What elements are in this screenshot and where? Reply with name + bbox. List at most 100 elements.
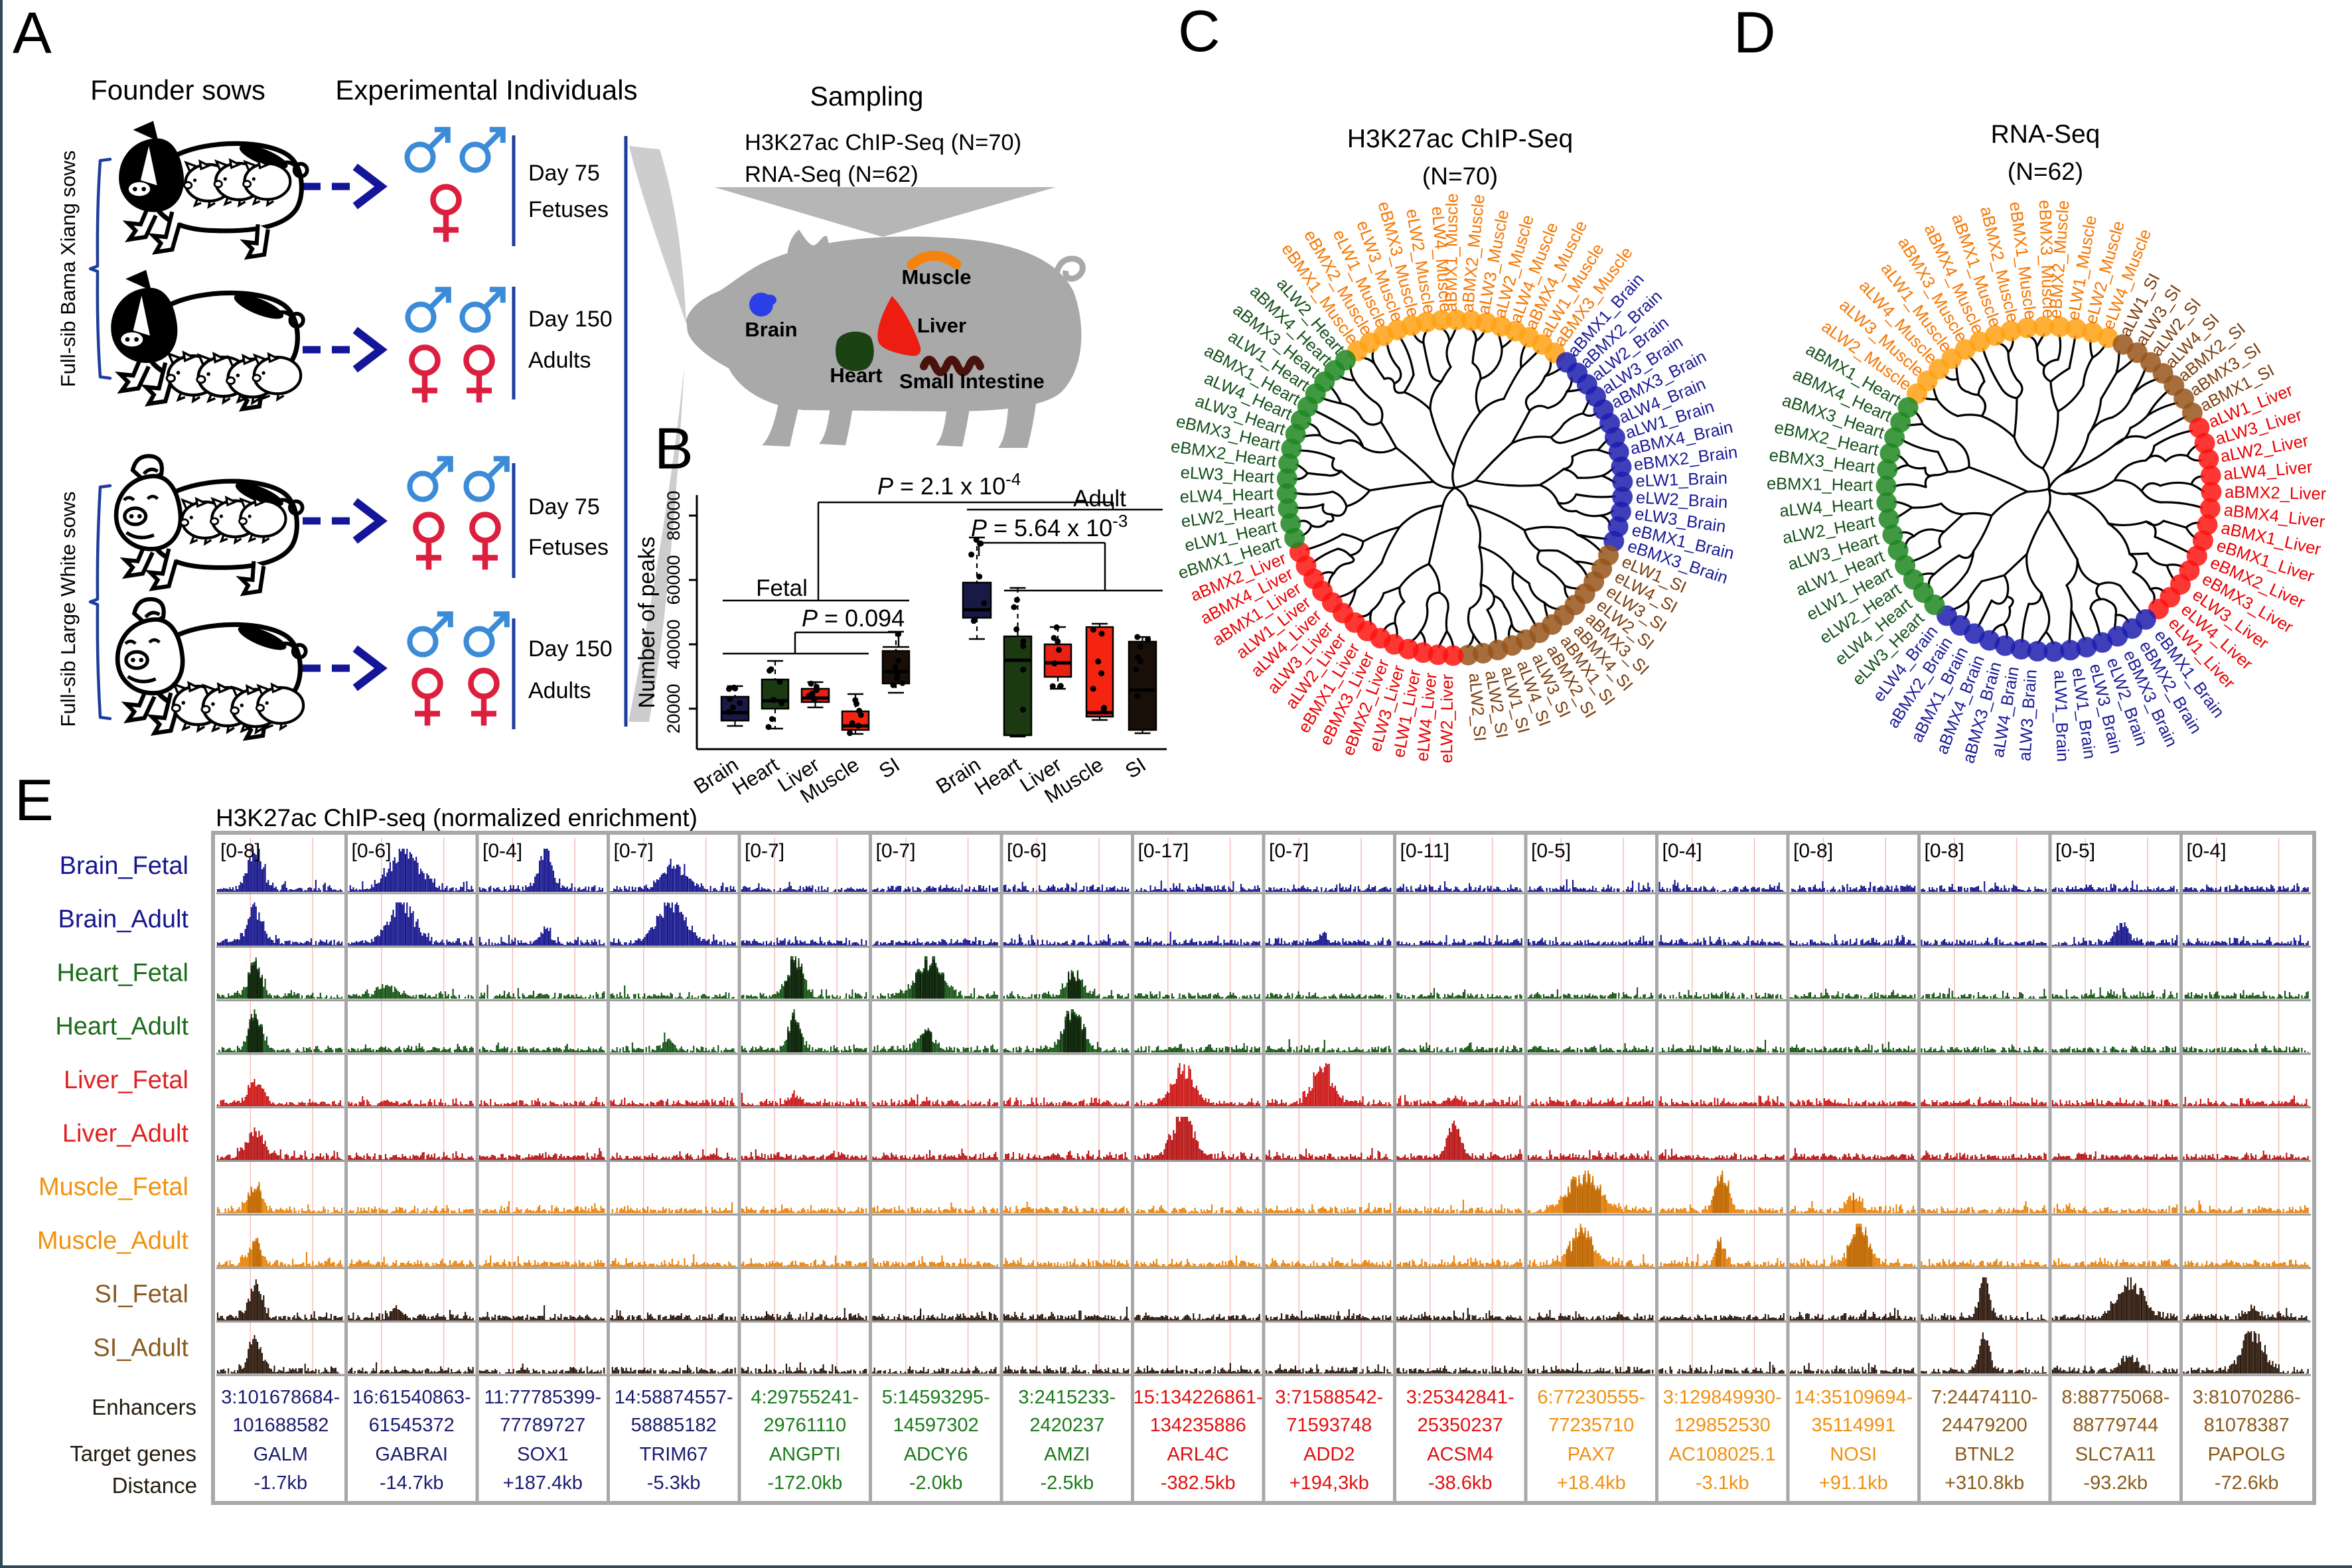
svg-text:Full-sib Large White sows: Full-sib Large White sows	[56, 492, 80, 727]
svg-text:-172.0kb: -172.0kb	[767, 1472, 842, 1494]
svg-text:[0-4]: [0-4]	[1662, 840, 1702, 862]
svg-text:ADD2: ADD2	[1303, 1444, 1355, 1465]
svg-text:[0-4]: [0-4]	[2187, 840, 2227, 862]
svg-text:ANGPTI: ANGPTI	[769, 1444, 841, 1465]
svg-text:[0-6]: [0-6]	[352, 840, 392, 862]
svg-text:60000: 60000	[664, 555, 684, 605]
svg-text:[0-7]: [0-7]	[876, 840, 916, 862]
svg-text:eLW2_Liver: eLW2_Liver	[1437, 674, 1457, 763]
svg-text:(N=62): (N=62)	[2008, 158, 2083, 185]
svg-text:-93.2kb: -93.2kb	[2083, 1472, 2148, 1494]
svg-text:Heart_Adult: Heart_Adult	[55, 1013, 188, 1040]
svg-text:3:25342841-: 3:25342841-	[1406, 1387, 1514, 1408]
svg-text:Muscle: Muscle	[901, 265, 971, 289]
svg-text:aLW1_Brain: aLW1_Brain	[2051, 670, 2072, 762]
svg-text:+18.4kb: +18.4kb	[1557, 1472, 1626, 1494]
svg-text:GABRAI: GABRAI	[375, 1444, 448, 1465]
svg-text:80000: 80000	[664, 490, 684, 540]
svg-text:[0-8]: [0-8]	[1793, 840, 1833, 862]
svg-text:-38.6kb: -38.6kb	[1428, 1472, 1493, 1494]
svg-text:3:2415233-: 3:2415233-	[1018, 1387, 1116, 1408]
svg-text:61545372: 61545372	[369, 1415, 455, 1436]
svg-text:+91.1kb: +91.1kb	[1819, 1472, 1888, 1494]
svg-text:P = 2.1 x 10-4: P = 2.1 x 10-4	[877, 469, 1021, 500]
svg-text:Day 150: Day 150	[528, 307, 613, 332]
svg-text:Founder sows: Founder sows	[90, 74, 265, 106]
svg-text:[0-4]: [0-4]	[482, 840, 522, 862]
svg-text:2420237: 2420237	[1029, 1415, 1104, 1436]
svg-text:[0-8]: [0-8]	[220, 840, 260, 862]
svg-text:eLW4_Heart: eLW4_Heart	[1179, 485, 1274, 507]
svg-text:GALM: GALM	[254, 1444, 308, 1465]
svg-text:-1.7kb: -1.7kb	[254, 1472, 307, 1494]
svg-text:ARL4C: ARL4C	[1167, 1444, 1229, 1465]
svg-text:15:134226861-: 15:134226861-	[1134, 1387, 1263, 1408]
svg-text:[0-17]: [0-17]	[1138, 840, 1189, 862]
svg-text:P = 5.64 x 10-3: P = 5.64 x 10-3	[971, 511, 1128, 541]
svg-text:-72.6kb: -72.6kb	[2215, 1472, 2279, 1494]
svg-text:BTNL2: BTNL2	[1954, 1444, 2014, 1465]
svg-text:3:129849930-: 3:129849930-	[1663, 1387, 1782, 1408]
svg-text:eBMX1_Heart: eBMX1_Heart	[1767, 474, 1874, 495]
svg-text:[0-5]: [0-5]	[1531, 840, 1571, 862]
svg-text:Muscle_Adult: Muscle_Adult	[37, 1227, 189, 1255]
svg-text:-2.5kb: -2.5kb	[1040, 1472, 1094, 1494]
svg-text:Distance: Distance	[112, 1473, 197, 1498]
svg-text:P = 0.094: P = 0.094	[802, 605, 905, 632]
svg-text:E: E	[15, 767, 54, 833]
svg-text:[0-8]: [0-8]	[1925, 840, 1964, 862]
svg-text:16:61540863-: 16:61540863-	[352, 1387, 471, 1408]
svg-text:Heart_Fetal: Heart_Fetal	[56, 959, 188, 987]
svg-text:[0-7]: [0-7]	[1269, 840, 1309, 862]
svg-text:3:101678684-: 3:101678684-	[221, 1387, 340, 1408]
svg-text:14:58874557-: 14:58874557-	[615, 1387, 733, 1408]
svg-text:24479200: 24479200	[1942, 1415, 2027, 1436]
svg-text:8:88775068-: 8:88775068-	[2061, 1387, 2169, 1408]
svg-text:+187.4kb: +187.4kb	[503, 1472, 583, 1494]
svg-text:Adult: Adult	[1073, 486, 1126, 512]
svg-text:77789727: 77789727	[500, 1415, 585, 1436]
svg-text:[0-11]: [0-11]	[1400, 840, 1450, 862]
svg-text:C: C	[1178, 0, 1220, 64]
svg-text:SOX1: SOX1	[517, 1444, 568, 1465]
svg-text:20000: 20000	[664, 683, 684, 733]
svg-text:11:77785399-: 11:77785399-	[484, 1387, 601, 1408]
svg-text:eLW1_Brain: eLW1_Brain	[1635, 469, 1727, 491]
svg-text:-14.7kb: -14.7kb	[380, 1472, 444, 1494]
svg-text:-2.0kb: -2.0kb	[909, 1472, 963, 1494]
svg-text:A: A	[13, 0, 52, 66]
svg-text:Number of peaks: Number of peaks	[634, 537, 660, 709]
svg-text:aBMX2_Liver: aBMX2_Liver	[2225, 483, 2327, 504]
svg-text:6:77230555-: 6:77230555-	[1537, 1387, 1645, 1408]
svg-text:ACSM4: ACSM4	[1427, 1444, 1493, 1465]
svg-text:NOSI: NOSI	[1830, 1444, 1877, 1465]
svg-text:29761110: 29761110	[763, 1415, 846, 1436]
svg-text:Small Intestine: Small Intestine	[899, 370, 1045, 393]
svg-text:3:71588542-: 3:71588542-	[1275, 1387, 1383, 1408]
svg-text:Sampling: Sampling	[810, 81, 924, 111]
svg-text:B: B	[654, 415, 694, 481]
svg-text:14:35109694-: 14:35109694-	[1794, 1387, 1913, 1408]
svg-text:Day 75: Day 75	[528, 494, 600, 520]
svg-text:Adults: Adults	[528, 678, 591, 703]
svg-text:[0-5]: [0-5]	[2055, 840, 2095, 862]
svg-text:Adults: Adults	[528, 348, 591, 373]
svg-text:RNA-Seq: RNA-Seq	[1991, 120, 2100, 149]
svg-text:SLC7A11: SLC7A11	[2075, 1444, 2156, 1465]
svg-text:(N=70): (N=70)	[1422, 163, 1498, 190]
svg-text:Liver_Fetal: Liver_Fetal	[64, 1066, 188, 1094]
svg-text:88779744: 88779744	[2073, 1415, 2158, 1436]
svg-text:129852530: 129852530	[1674, 1415, 1771, 1436]
svg-text:134235886: 134235886	[1150, 1415, 1246, 1436]
svg-text:AC108025.1: AC108025.1	[1669, 1444, 1776, 1465]
svg-text:RNA-Seq (N=62): RNA-Seq (N=62)	[745, 162, 919, 187]
svg-text:PAX7: PAX7	[1568, 1444, 1615, 1465]
svg-text:4:29755241-: 4:29755241-	[751, 1387, 859, 1408]
svg-text:77235710: 77235710	[1548, 1415, 1634, 1436]
svg-text:Fetuses: Fetuses	[528, 535, 609, 560]
svg-text:Fetal: Fetal	[756, 575, 808, 601]
svg-text:14597302: 14597302	[893, 1415, 979, 1436]
svg-text:aBMX1_Muscle: aBMX1_Muscle	[1442, 193, 1462, 312]
svg-text:25350237: 25350237	[1418, 1415, 1503, 1436]
svg-text:Muscle_Fetal: Muscle_Fetal	[38, 1173, 188, 1201]
